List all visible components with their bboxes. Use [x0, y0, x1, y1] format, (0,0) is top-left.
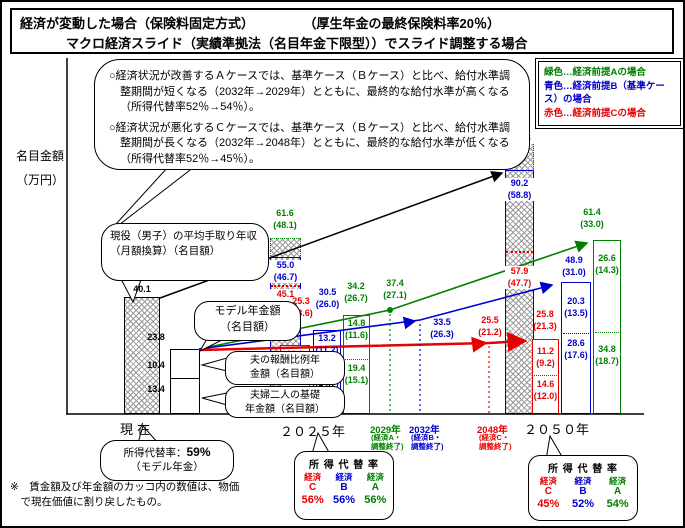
wage-now-callout: 現役（男子）の平均手取り年収（月額換算）（名目額）: [101, 223, 269, 281]
label-pension-2050-b-total: 48.9 (31.0): [562, 255, 586, 277]
label-pension-2025-a-prop: 14.8 (11.6): [344, 318, 368, 340]
label-pension-2025-b-total: 30.5 (26.0): [315, 287, 340, 309]
tick-2029-note: (経済A・ 調整終了): [371, 433, 404, 451]
label-pension-2025-c-total: 25.3 (23.6): [289, 296, 313, 318]
tail-basic: [201, 392, 228, 406]
tail-prop: [200, 357, 228, 372]
bar-wage-now: [124, 297, 160, 414]
label-wage-2025-a: 61.6 (48.1): [273, 208, 297, 230]
wage-2025-level-c: [271, 285, 300, 287]
replacement-2050-callout: 所 得 代 替 率 経済 C 45% 経済 B 52% 経済 A 54%: [528, 455, 638, 521]
label-pension-2050-c-total: 25.8 (21.3): [533, 309, 557, 331]
label-pension-2048-c: 25.5 (21.2): [478, 315, 502, 337]
summary-callout: ○経済状況が改善するＡケースでは、基準ケース（Ｂケース）と比べ、給付水準調整期間…: [94, 59, 530, 170]
label-pension-2025-a-total: 34.2 (26.7): [344, 281, 368, 303]
label-pension-2025-a-basic: 19.4 (15.1): [344, 363, 369, 385]
label-pension-2032-b: 33.5 (26.3): [430, 317, 454, 339]
title-line1-right: （厚生年金の最終保険料率20％）: [310, 16, 500, 31]
label-wage-2050-c: 57.9 (47.7): [505, 266, 534, 290]
replacement-now-value: 59%: [186, 445, 211, 459]
label-pension-2050-a-basic: 34.8 (18.7): [595, 344, 619, 366]
pension-line-c: [198, 331, 528, 352]
replacement-2050-col-c: 経済 C 45%: [537, 476, 560, 511]
bar-wage-2050: [505, 170, 534, 414]
replacement-now-label: 所得代替率：: [123, 447, 187, 459]
pension-2025-a-divider: [345, 359, 368, 360]
point-2029-a: [387, 307, 393, 313]
legend-case-c: 赤色…経済前提Cの場合: [544, 108, 646, 120]
legend-case-a: 緑色…経済前提Aの場合: [544, 67, 646, 78]
tick-2032-note: (経済B・ 調整終了): [411, 433, 444, 451]
legend-box: 緑色…経済前提Aの場合 青色…経済前提B（基準ケース）の場合 赤色…経済前提Cの…: [535, 58, 683, 130]
y-axis-label: 名目金額 （万円）: [15, 149, 64, 187]
title-line1: 経済が変動した場合（保険料固定方式） （厚生年金の最終保険料率20％）: [20, 14, 664, 34]
tick-2048: 2048年: [477, 425, 508, 436]
replacement-now-sub: （モデル年金）: [130, 461, 204, 474]
prop-pension-callout: 夫の報酬比例年 金額（名目額）: [225, 351, 345, 385]
label-pension-2050-c-prop: 11.2 (9.2): [536, 346, 555, 368]
pension-2050-c-divider: [534, 375, 557, 376]
replacement-2025-title: 所 得 代 替 率: [308, 460, 380, 471]
tick-2050: ２０５０年: [524, 422, 590, 437]
replacement-now-callout: 所得代替率：59% （モデル年金）: [100, 440, 234, 481]
footnote: ※ 賃金額及び年金額のカッコ内の数値は、物価 で現在価値に割り戻したもの。: [10, 481, 240, 509]
bar-wage-2025-cap-a: [270, 238, 301, 258]
pension-2050-a-divider: [595, 332, 619, 333]
bar-pension-2050-a: [593, 240, 621, 414]
replacement-2050-title: 所 得 代 替 率: [547, 464, 619, 475]
label-pension-now-basic: 13.4: [147, 384, 165, 394]
label-wage-2025-b: 55.0 (46.7): [270, 260, 301, 284]
wage-2050-level-c: [506, 251, 533, 253]
label-pension-2050-b-prop: 20.3 (13.5): [564, 296, 588, 318]
label-wage-now: 40.1: [133, 284, 151, 294]
pension-now-divider: [171, 378, 199, 379]
arrow-2048-c: [471, 336, 488, 353]
label-pension-now-total: 23.8: [147, 332, 165, 342]
label-pension-2050-c-basic: 14.6 (12.0): [533, 379, 558, 401]
label-pension-2029-a: 37.4 (27.1): [383, 278, 407, 300]
tick-2025: ２０２５年: [280, 424, 346, 439]
replacement-2025-col-b: 経済 B 56%: [332, 472, 355, 507]
summary-para1: ○経済状況が改善するＡケースでは、基準ケース（Ｂケース）と比べ、給付水準調整期間…: [109, 70, 510, 114]
tick-2032: 2032年: [409, 425, 440, 436]
label-wage-2050-b: 90.2 (58.8): [505, 178, 534, 202]
replacement-2050-col-b: 経済 B 52%: [571, 476, 594, 511]
tick-2048-note: (経済C・ 調整終了): [479, 433, 512, 451]
bar-pension-2050-c: [532, 339, 559, 414]
tick-now: 現在: [120, 422, 155, 437]
title-line2: マクロ経済スライド（実績準拠法（名目年金下限型））でスライド調整する場合: [66, 35, 528, 51]
pension-2050-b-divider: [563, 333, 589, 334]
arrow-2032-b: [402, 316, 417, 330]
replacement-2050-col-a: 経済 A 54%: [606, 476, 629, 511]
label-pension-now-prop: 10.4: [147, 360, 165, 370]
label-pension-2050-a-total: 61.4 (33.0): [580, 207, 604, 229]
label-pension-2025-b-prop: 13.2 (11.2): [315, 333, 339, 355]
replacement-2025-col-a: 経済 A 56%: [364, 472, 387, 507]
label-pension-2050-a-prop: 26.6 (14.3): [595, 253, 619, 275]
title-box: 経済が変動した場合（保険料固定方式） （厚生年金の最終保険料率20％） マクロ経済…: [10, 8, 674, 54]
basic-pension-callout: 夫婦二人の基礎 年金額（名目額）: [225, 386, 345, 418]
legend-case-b: 青色…経済前提B（基準ケース）の場合: [544, 81, 665, 105]
label-pension-2050-b-basic: 28.6 (17.6): [564, 338, 588, 360]
tick-2029: 2029年: [370, 425, 401, 436]
model-pension-callout: モデル年金額 （名目額）: [194, 301, 301, 341]
summary-para2: ○経済状況が悪化するＣケースでは、基準ケース（Ｂケース）と比べ、給付水準調整期間…: [109, 121, 510, 166]
replacement-2025-callout: 所 得 代 替 率 経済 C 56% 経済 B 56% 経済 A 56%: [294, 451, 394, 520]
title-line1-left: 経済が変動した場合（保険料固定方式）: [20, 16, 255, 31]
replacement-2025-col-c: 経済 C 56%: [301, 472, 324, 507]
